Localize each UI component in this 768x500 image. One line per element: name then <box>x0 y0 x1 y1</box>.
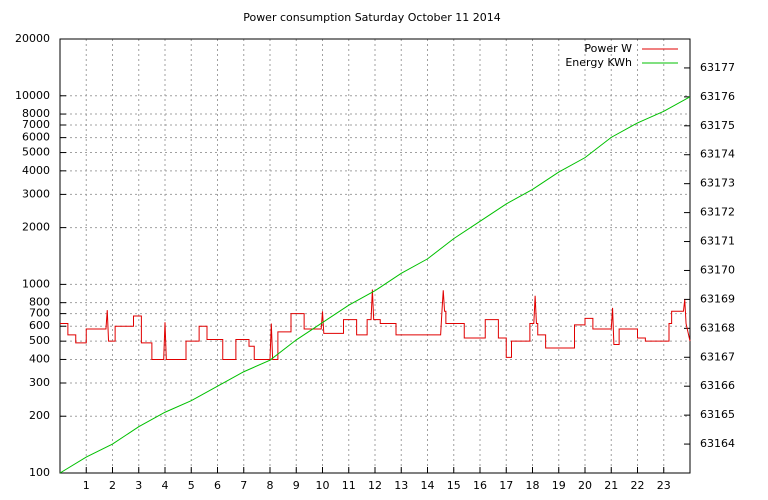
y-tick-label: 8000 <box>22 107 50 120</box>
chart-title: Power consumption Saturday October 11 20… <box>243 11 501 24</box>
x-tick-label: 14 <box>421 479 435 492</box>
y2-tick-label: 63171 <box>700 235 735 248</box>
plot-border <box>59 38 691 474</box>
y-tick-label: 2000 <box>22 221 50 234</box>
y2-tick-label: 63173 <box>700 177 735 190</box>
y-tick-label: 100 <box>29 466 50 479</box>
y-tick-label: 6000 <box>22 131 50 144</box>
y-tick-label: 4000 <box>22 164 50 177</box>
y-tick-label: 800 <box>29 296 50 309</box>
y2-tick-label: 63167 <box>700 350 735 363</box>
x-tick-label: 4 <box>162 479 169 492</box>
y-tick-label: 20000 <box>15 32 50 45</box>
y2-tick-label: 63174 <box>700 148 735 161</box>
series-line <box>60 289 691 360</box>
y-tick-label: 5000 <box>22 146 50 159</box>
series-line <box>59 96 691 474</box>
y-tick-label: 1000 <box>22 277 50 290</box>
y2-tick-label: 63172 <box>700 206 735 219</box>
y2-tick-label: 63176 <box>700 90 735 103</box>
x-tick-label: 6 <box>214 479 221 492</box>
y-tick-label: 200 <box>29 409 50 422</box>
x-tick-label: 9 <box>293 479 300 492</box>
x-tick-label: 17 <box>499 479 513 492</box>
x-tick-label: 5 <box>188 479 195 492</box>
x-tick-label: 20 <box>578 479 592 492</box>
x-tick-label: 15 <box>447 479 461 492</box>
x-tick-label: 11 <box>342 479 356 492</box>
y2-tick-label: 63168 <box>700 321 735 334</box>
x-tick-label: 10 <box>316 479 330 492</box>
y2-tick-label: 63166 <box>700 379 735 392</box>
y2-tick-label: 63170 <box>700 263 735 276</box>
x-tick-label: 3 <box>135 479 142 492</box>
y-tick-label: 700 <box>29 307 50 320</box>
x-tick-label: 8 <box>267 479 274 492</box>
y-tick-label: 600 <box>29 319 50 332</box>
x-tick-label: 22 <box>631 479 645 492</box>
y2-tick-label: 63164 <box>700 437 735 450</box>
x-tick-label: 21 <box>604 479 618 492</box>
x-tick-label: 16 <box>473 479 487 492</box>
legend-label: Power W <box>584 42 632 55</box>
x-tick-label: 2 <box>109 479 116 492</box>
y-tick-label: 400 <box>29 352 50 365</box>
x-tick-label: 7 <box>240 479 247 492</box>
x-tick-label: 19 <box>552 479 566 492</box>
x-tick-label: 18 <box>526 479 540 492</box>
y-tick-label: 7000 <box>22 118 50 131</box>
y-tick-label: 10000 <box>15 89 50 102</box>
y-tick-label: 300 <box>29 376 50 389</box>
y2-tick-label: 63175 <box>700 119 735 132</box>
x-tick-label: 12 <box>368 479 382 492</box>
y2-tick-label: 63177 <box>700 61 735 74</box>
x-tick-label: 23 <box>657 479 671 492</box>
y2-tick-label: 63169 <box>700 292 735 305</box>
y-tick-label: 500 <box>29 334 50 347</box>
y2-tick-label: 63165 <box>700 408 735 421</box>
x-tick-label: 13 <box>394 479 408 492</box>
legend-label: Energy KWh <box>565 56 632 69</box>
x-tick-label: 1 <box>83 479 90 492</box>
y-tick-label: 3000 <box>22 187 50 200</box>
